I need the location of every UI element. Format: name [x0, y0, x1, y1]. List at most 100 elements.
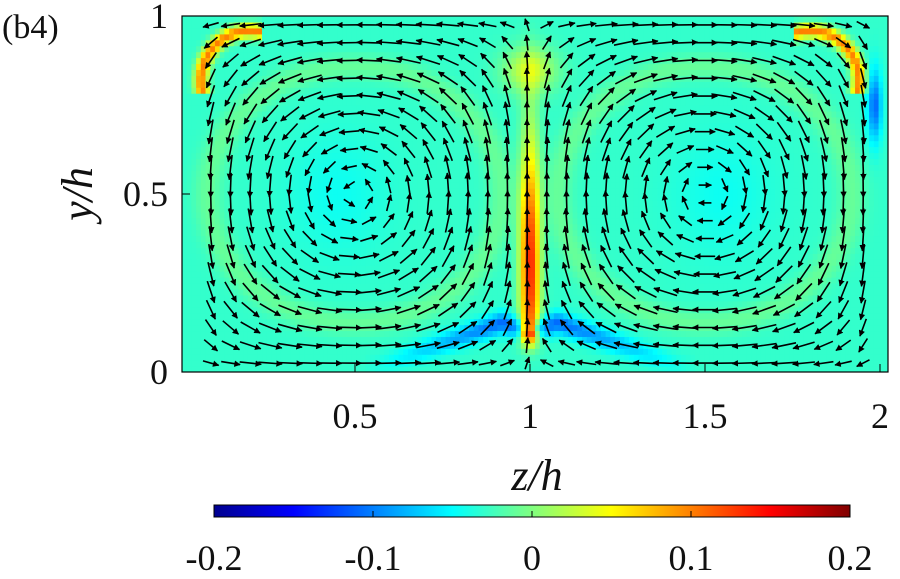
field-cell	[412, 116, 418, 124]
field-cell	[530, 152, 536, 159]
field-cell	[389, 288, 395, 296]
field-cell	[182, 294, 188, 302]
field-cell	[506, 93, 513, 100]
field-cell	[200, 288, 207, 296]
field-cell	[454, 306, 461, 314]
field-cell	[450, 318, 456, 326]
field-cell	[492, 294, 498, 302]
field-cell	[224, 93, 230, 100]
field-cell	[219, 51, 225, 59]
field-cell	[318, 87, 324, 94]
field-cell	[487, 176, 494, 183]
field-cell	[365, 16, 371, 23]
field-cell	[459, 229, 465, 237]
field-cell	[337, 366, 343, 372]
field-cell	[285, 63, 291, 70]
field-cell	[379, 27, 385, 35]
field-cell	[351, 354, 357, 361]
field-cell	[257, 93, 263, 100]
field-cell	[233, 45, 240, 53]
field-cell	[436, 122, 442, 130]
field-cell	[525, 253, 531, 260]
field-cell	[520, 128, 527, 136]
field-cell	[502, 57, 508, 65]
field-cell	[567, 241, 574, 248]
field-cell	[535, 229, 541, 237]
field-cell	[285, 366, 291, 372]
field-cell	[262, 51, 268, 59]
field-cell	[290, 330, 296, 337]
field-cell	[558, 217, 564, 225]
field-cell	[257, 283, 263, 290]
field-cell	[356, 205, 362, 213]
field-cell	[200, 205, 207, 213]
field-cell	[492, 306, 498, 314]
field-cell	[238, 63, 244, 70]
field-cell	[407, 277, 414, 284]
field-cell	[506, 312, 513, 320]
field-cell	[417, 223, 423, 231]
field-cell	[332, 277, 338, 284]
field-cell	[186, 45, 193, 53]
field-cell	[403, 63, 409, 70]
field-cell	[492, 170, 498, 177]
field-cell	[398, 348, 404, 355]
field-cell	[327, 247, 334, 254]
field-cell	[516, 140, 522, 148]
field-cell	[379, 152, 385, 159]
field-cell	[186, 348, 193, 355]
field-cell	[280, 51, 287, 59]
field-cell	[426, 300, 433, 308]
field-cell	[530, 312, 536, 320]
field-cell	[191, 158, 197, 165]
field-cell	[520, 176, 527, 183]
field-cell	[276, 336, 282, 343]
field-cell	[487, 217, 494, 225]
field-cell	[374, 199, 381, 207]
field-cell	[309, 63, 315, 70]
field-cell	[403, 105, 409, 112]
field-cell	[558, 99, 564, 106]
field-cell	[407, 241, 414, 248]
field-cell	[464, 336, 470, 343]
field-cell	[459, 259, 465, 266]
field-cell	[351, 45, 357, 53]
field-cell	[323, 105, 329, 112]
field-cell	[412, 16, 418, 23]
field-cell	[196, 116, 202, 124]
field-cell	[384, 312, 390, 320]
field-cell	[271, 217, 277, 225]
field-cell	[379, 366, 385, 372]
field-cell	[186, 294, 193, 302]
field-cell	[370, 69, 376, 76]
field-cell	[379, 283, 385, 290]
field-cell	[473, 211, 480, 219]
field-cell	[398, 110, 404, 118]
plot-area	[181, 15, 889, 373]
field-cell	[422, 277, 428, 284]
field-cell	[520, 336, 527, 343]
field-cell	[539, 140, 546, 148]
field-cell	[323, 330, 329, 337]
field-cell	[520, 294, 527, 302]
field-cell	[337, 140, 343, 148]
field-cell	[365, 152, 371, 159]
field-cell	[365, 283, 371, 290]
field-cell	[271, 265, 277, 272]
field-cell	[445, 259, 451, 266]
field-cell	[309, 27, 315, 35]
field-cell	[407, 294, 414, 302]
field-cell	[351, 259, 357, 266]
field-cell	[459, 164, 465, 171]
field-cell	[393, 63, 400, 70]
field-cell	[247, 63, 254, 70]
field-cell	[182, 300, 188, 308]
field-cell	[327, 318, 334, 326]
field-cell	[464, 69, 470, 76]
field-cell	[342, 27, 348, 35]
field-cell	[398, 194, 404, 201]
field-cell	[487, 277, 494, 284]
field-cell	[403, 253, 409, 260]
field-cell	[196, 199, 202, 207]
field-cell	[473, 265, 480, 272]
